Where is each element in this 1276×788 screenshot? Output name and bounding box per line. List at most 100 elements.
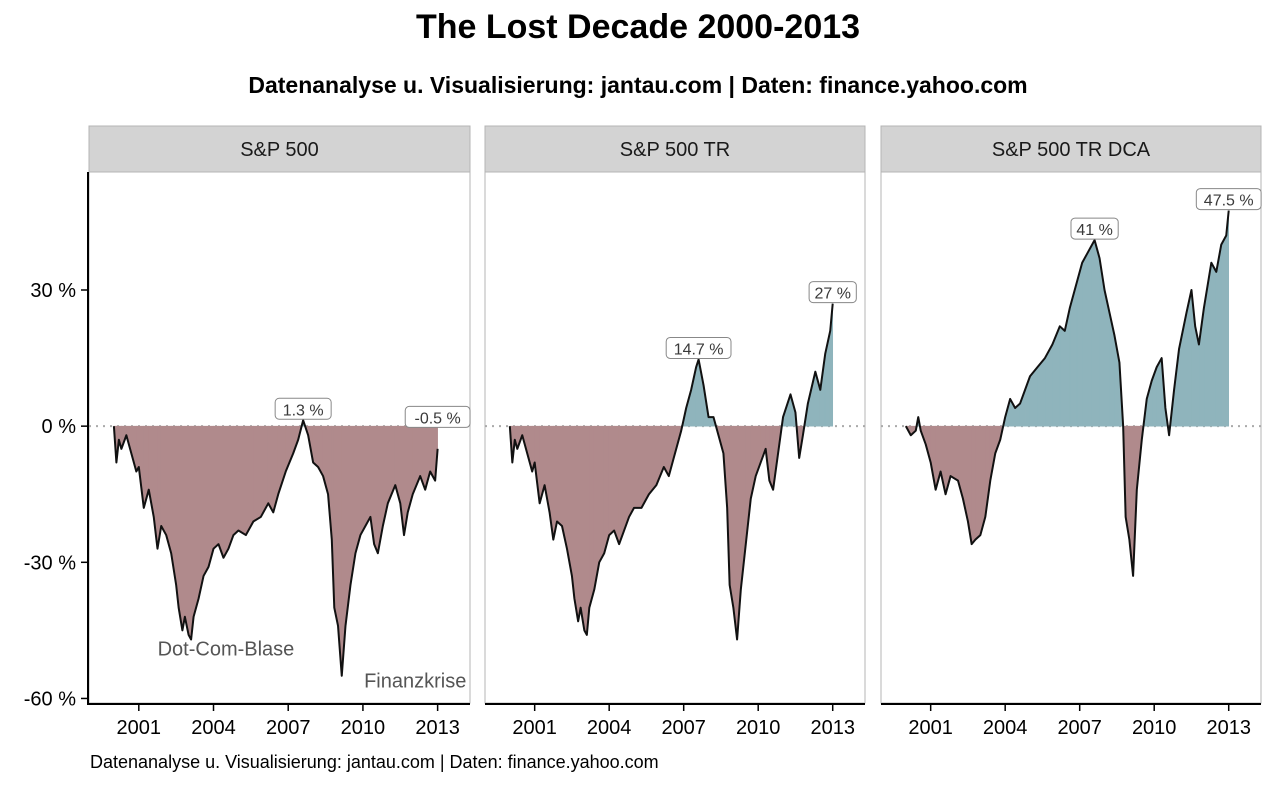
area-negative xyxy=(267,425,274,513)
area-positive xyxy=(1076,262,1083,427)
annotation: Dot-Com-Blase xyxy=(158,639,295,661)
area-negative xyxy=(613,425,620,545)
x-tick-label: 2010 xyxy=(341,717,386,739)
area-positive xyxy=(1037,357,1046,427)
area-negative xyxy=(178,425,183,631)
area-negative xyxy=(190,425,194,640)
chart-title: The Lost Decade 2000-2013 xyxy=(415,8,861,46)
facet-label: S&P 500 TR xyxy=(620,139,730,161)
area-negative xyxy=(373,425,379,554)
x-tick-label: 2001 xyxy=(512,717,557,739)
chart-caption: Datenanalyse u. Visualisierung: jantau.c… xyxy=(90,752,659,772)
area-negative xyxy=(233,425,239,536)
area-positive xyxy=(1156,357,1162,427)
area-negative xyxy=(580,425,585,631)
y-tick-label: -60 % xyxy=(24,688,76,710)
x-tick-label: 2010 xyxy=(1132,717,1177,739)
value-label-box xyxy=(1195,188,1262,211)
area-positive xyxy=(1091,239,1095,427)
area-negative xyxy=(577,425,581,622)
x-tick-label: 2007 xyxy=(1057,717,1102,739)
area-negative xyxy=(184,425,189,635)
area-positive xyxy=(1086,244,1093,427)
area-negative xyxy=(175,425,179,608)
x-tick-label: 2004 xyxy=(587,717,632,739)
y-tick-label: 0 % xyxy=(42,416,77,438)
value-label-box xyxy=(665,336,732,359)
area-negative xyxy=(971,425,976,545)
facet-strip-1 xyxy=(484,125,866,173)
area-negative xyxy=(228,425,234,549)
value-label: 41 % xyxy=(1076,222,1112,239)
facet-label: S&P 500 xyxy=(240,139,319,161)
value-label: 27 % xyxy=(814,286,850,303)
x-tick-label: 2010 xyxy=(736,717,781,739)
value-label-box xyxy=(1070,217,1119,240)
x-tick-label: 2004 xyxy=(191,717,236,739)
value-label: 47.5 % xyxy=(1204,193,1254,210)
area-negative xyxy=(253,425,262,522)
area-negative xyxy=(136,425,140,472)
facet-strip-2 xyxy=(880,125,1262,173)
x-tick-label: 2001 xyxy=(117,717,162,739)
area-negative xyxy=(182,425,186,631)
area-negative xyxy=(193,425,199,617)
y-tick-label: -30 % xyxy=(24,552,76,574)
area-negative xyxy=(355,425,361,554)
area-positive xyxy=(1220,235,1227,427)
area-positive xyxy=(1081,253,1088,427)
value-label: -0.5 % xyxy=(415,410,461,427)
value-label: 1.3 % xyxy=(283,402,324,419)
x-tick-label: 2007 xyxy=(266,717,311,739)
area-negative xyxy=(312,425,319,468)
area-negative xyxy=(198,425,204,599)
area-negative xyxy=(584,425,588,636)
area-positive xyxy=(1059,325,1066,427)
area-negative xyxy=(950,425,959,482)
facet-label: S&P 500 TR DCA xyxy=(992,139,1151,161)
area-negative xyxy=(574,425,579,622)
value-label-box xyxy=(808,281,857,304)
area-negative xyxy=(618,425,625,545)
area-positive xyxy=(1225,210,1230,427)
x-tick-label: 2004 xyxy=(983,717,1028,739)
x-tick-label: 2007 xyxy=(661,717,706,739)
value-label: 14.7 % xyxy=(674,341,724,358)
area-positive xyxy=(1211,262,1217,427)
area-negative xyxy=(648,425,657,496)
area-negative xyxy=(160,425,167,536)
area-positive xyxy=(1094,239,1100,427)
x-tick-label: 2013 xyxy=(415,717,460,739)
area-negative xyxy=(223,425,229,558)
chart-subtitle: Datenanalyse u. Visualisierung: jantau.c… xyxy=(248,72,1028,98)
area-negative xyxy=(218,425,224,558)
x-tick-label: 2013 xyxy=(810,717,855,739)
annotation: Finanzkrise xyxy=(364,670,466,692)
area-negative xyxy=(589,425,595,608)
value-label-box xyxy=(274,397,332,420)
x-tick-label: 2001 xyxy=(908,717,953,739)
area-negative xyxy=(556,425,563,527)
area-negative xyxy=(208,425,214,567)
area-negative xyxy=(188,425,192,640)
area-negative xyxy=(628,425,635,518)
y-tick-label: 30 % xyxy=(30,280,76,302)
area-negative xyxy=(586,425,590,635)
area-positive xyxy=(708,416,714,427)
area-negative xyxy=(603,425,610,554)
area-negative xyxy=(213,425,219,550)
x-tick-label: 2013 xyxy=(1206,717,1251,739)
area-negative xyxy=(598,425,605,563)
series-line-0 xyxy=(112,419,439,677)
area-negative xyxy=(975,425,981,541)
series-line-1 xyxy=(508,303,834,641)
area-negative xyxy=(203,425,209,577)
area-positive xyxy=(829,303,834,427)
area-negative xyxy=(623,425,630,531)
area-negative xyxy=(165,425,172,554)
series-line-2 xyxy=(904,210,1230,577)
area-negative xyxy=(608,425,615,536)
area-negative xyxy=(360,425,366,536)
area-negative xyxy=(238,425,247,536)
